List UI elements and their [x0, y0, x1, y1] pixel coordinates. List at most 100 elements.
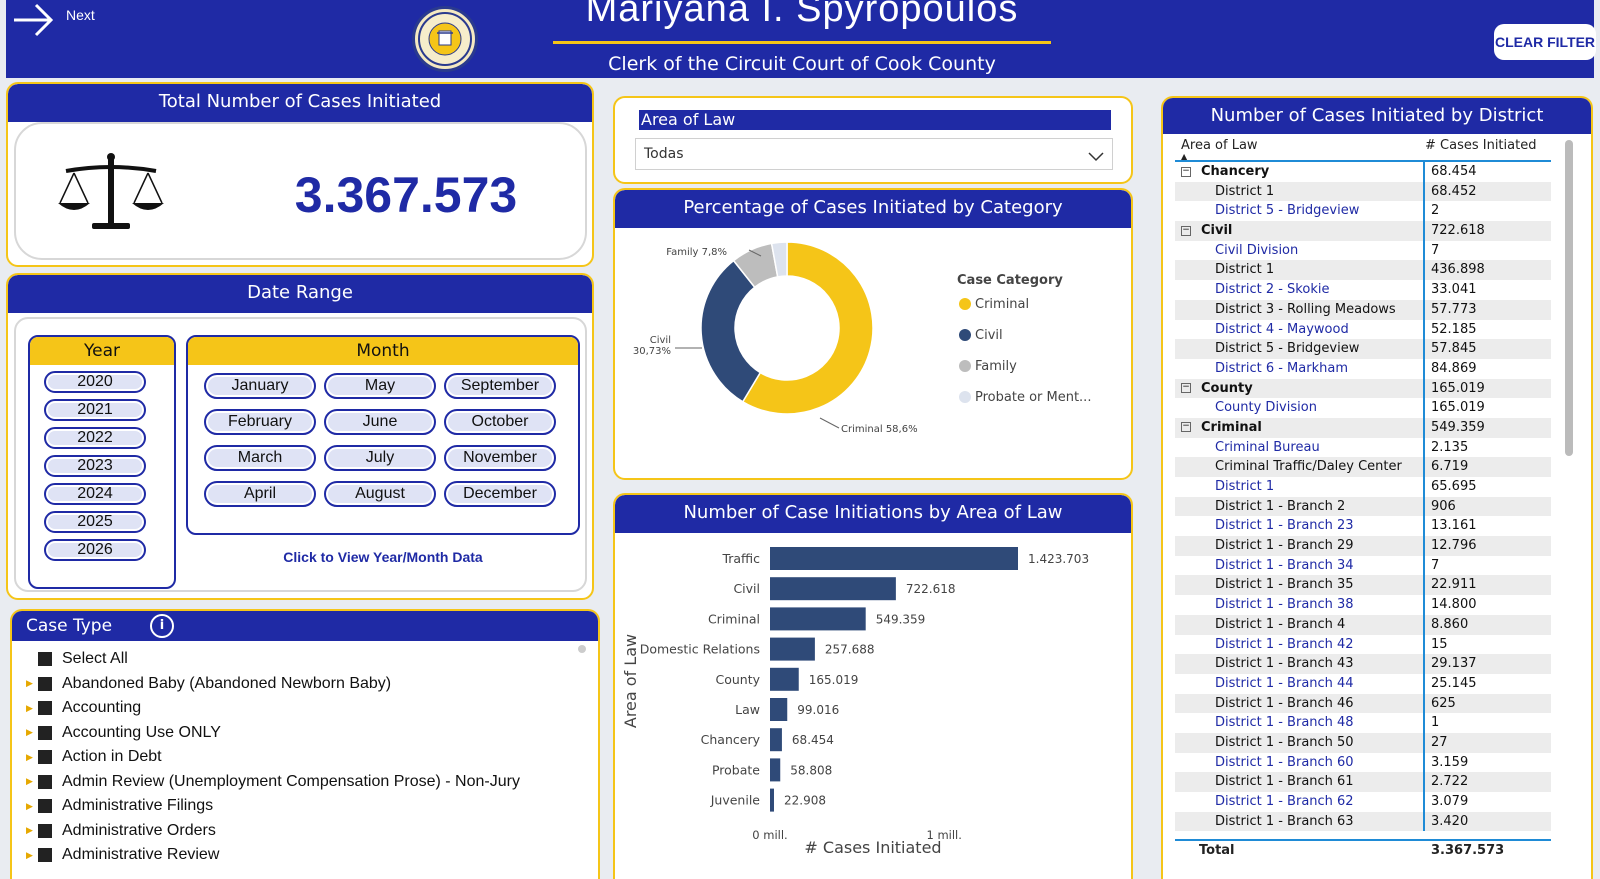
- case-type-item[interactable]: ▶ Accounting: [26, 696, 586, 721]
- table-row[interactable]: District 4 - Maywood 52.185: [1175, 319, 1551, 340]
- checkbox[interactable]: [38, 774, 52, 789]
- month-option[interactable]: April: [204, 481, 316, 507]
- row-label: District 1: [1175, 477, 1425, 497]
- column-header-area[interactable]: Area of Law: [1181, 138, 1258, 153]
- scrollbar-thumb[interactable]: [578, 645, 586, 653]
- table-row[interactable]: District 1 436.898: [1175, 260, 1551, 281]
- row-label: District 5 - Bridgeview: [1175, 201, 1425, 222]
- expand-caret-icon[interactable]: ▶: [26, 800, 33, 811]
- month-option[interactable]: September: [444, 373, 556, 399]
- case-type-item[interactable]: ▶ Accounting Use ONLY: [26, 721, 586, 746]
- table-row[interactable]: District 1 - Branch 4 8.860: [1175, 614, 1551, 635]
- month-option[interactable]: December: [444, 481, 556, 507]
- table-row[interactable]: District 1 - Branch 60 3.159: [1175, 752, 1551, 773]
- year-option[interactable]: 2022: [44, 427, 146, 449]
- table-group-row[interactable]: − Criminal 549.359: [1175, 417, 1551, 438]
- checkbox[interactable]: [38, 799, 52, 814]
- table-row[interactable]: District 5 - Bridgeview 2: [1175, 201, 1551, 222]
- table-row[interactable]: District 1 - Branch 38 14.800: [1175, 595, 1551, 615]
- row-label: District 6 - Markham: [1175, 358, 1425, 379]
- table-row[interactable]: District 3 - Rolling Meadows 57.773: [1175, 299, 1551, 320]
- table-row[interactable]: Civil Division 7: [1175, 240, 1551, 261]
- year-option[interactable]: 2024: [44, 483, 146, 505]
- table-row[interactable]: District 1 - Branch 63 3.420: [1175, 811, 1551, 832]
- area-of-law-dropdown[interactable]: Todas: [635, 138, 1113, 170]
- checkbox[interactable]: [38, 701, 52, 716]
- table-row[interactable]: District 1 - Branch 34 7: [1175, 555, 1551, 576]
- month-option[interactable]: March: [204, 445, 316, 471]
- case-type-item[interactable]: ▶ Administrative Review: [26, 843, 586, 868]
- table-row[interactable]: District 1 - Branch 46 625: [1175, 693, 1551, 714]
- table-row[interactable]: District 1 - Branch 48 1: [1175, 713, 1551, 733]
- table-row[interactable]: District 1 - Branch 61 2.722: [1175, 772, 1551, 792]
- expand-caret-icon[interactable]: ▶: [26, 678, 33, 689]
- clear-filter-button[interactable]: CLEAR FILTER: [1494, 24, 1596, 60]
- collapse-icon[interactable]: −: [1181, 382, 1191, 394]
- year-option[interactable]: 2025: [44, 511, 146, 533]
- column-header-cases[interactable]: # Cases Initiated: [1425, 138, 1537, 153]
- table-row[interactable]: District 6 - Markham 84.869: [1175, 358, 1551, 379]
- case-type-item[interactable]: ▶ Administrative Orders: [26, 819, 586, 844]
- expand-caret-icon[interactable]: ▶: [26, 751, 33, 762]
- table-row[interactable]: District 1 - Branch 44 25.145: [1175, 673, 1551, 694]
- row-label-text: District 1 - Branch 2: [1215, 498, 1346, 514]
- month-option[interactable]: February: [204, 409, 316, 435]
- year-option[interactable]: 2023: [44, 455, 146, 477]
- table-group-row[interactable]: − County 165.019: [1175, 378, 1551, 399]
- checkbox[interactable]: [38, 848, 52, 863]
- row-label: Criminal Traffic/Daley Center: [1175, 457, 1425, 477]
- month-option[interactable]: May: [324, 373, 436, 399]
- case-type-label: Admin Review (Unemployment Compensation …: [62, 772, 520, 790]
- checkbox[interactable]: [38, 652, 52, 667]
- month-option[interactable]: June: [324, 409, 436, 435]
- checkbox[interactable]: [38, 725, 52, 740]
- month-option[interactable]: January: [204, 373, 316, 399]
- info-icon[interactable]: i: [150, 614, 174, 638]
- case-type-item[interactable]: ▶ Administrative Filings: [26, 794, 586, 819]
- table-row[interactable]: District 1 - Branch 35 22.911: [1175, 575, 1551, 596]
- table-group-row[interactable]: − Civil 722.618: [1175, 221, 1551, 241]
- view-year-month-link[interactable]: Click to View Year/Month Data: [283, 549, 483, 565]
- table-row[interactable]: District 1 - Branch 23 13.161: [1175, 516, 1551, 537]
- table-row[interactable]: District 1 65.695: [1175, 477, 1551, 497]
- case-type-item[interactable]: ▶ Action in Debt: [26, 745, 586, 770]
- table-row[interactable]: Criminal Traffic/Daley Center 6.719: [1175, 457, 1551, 477]
- next-button[interactable]: Next: [12, 0, 132, 40]
- checkbox[interactable]: [38, 823, 52, 838]
- expand-caret-icon[interactable]: ▶: [26, 776, 33, 787]
- table-group-row[interactable]: − Chancery 68.454: [1175, 162, 1551, 182]
- expand-caret-icon[interactable]: ▶: [26, 825, 33, 836]
- table-scrollbar[interactable]: [1565, 140, 1573, 456]
- collapse-icon[interactable]: −: [1181, 421, 1191, 433]
- year-option[interactable]: 2020: [44, 371, 146, 393]
- total-cases-card: Total Number of Cases Initiated 3.367.57…: [6, 82, 594, 267]
- table-row[interactable]: District 1 - Branch 29 12.796: [1175, 536, 1551, 556]
- expand-caret-icon[interactable]: ▶: [26, 849, 33, 860]
- table-row[interactable]: District 1 - Branch 43 29.137: [1175, 654, 1551, 674]
- case-type-item[interactable]: ▶ Abandoned Baby (Abandoned Newborn Baby): [26, 672, 586, 697]
- table-row[interactable]: District 2 - Skokie 33.041: [1175, 280, 1551, 300]
- table-row[interactable]: District 1 - Branch 42 15: [1175, 634, 1551, 655]
- collapse-icon[interactable]: −: [1181, 165, 1191, 177]
- table-row[interactable]: District 1 68.452: [1175, 181, 1551, 202]
- table-row[interactable]: Criminal Bureau 2.135: [1175, 437, 1551, 458]
- collapse-icon[interactable]: −: [1181, 224, 1191, 236]
- year-option[interactable]: 2026: [44, 539, 146, 561]
- month-option[interactable]: October: [444, 409, 556, 435]
- month-option[interactable]: August: [324, 481, 436, 507]
- month-option[interactable]: November: [444, 445, 556, 471]
- checkbox[interactable]: [38, 676, 52, 691]
- case-type-item[interactable]: ▶ Admin Review (Unemployment Compensation…: [26, 770, 586, 795]
- year-option[interactable]: 2021: [44, 399, 146, 421]
- table-row[interactable]: County Division 165.019: [1175, 398, 1551, 418]
- expand-caret-icon[interactable]: ▶: [26, 727, 33, 738]
- row-label: District 1 - Branch 34: [1175, 555, 1425, 576]
- table-row[interactable]: District 1 - Branch 62 3.079: [1175, 792, 1551, 812]
- table-row[interactable]: District 1 - Branch 2 906: [1175, 496, 1551, 517]
- expand-caret-icon[interactable]: ▶: [26, 702, 33, 713]
- table-row[interactable]: District 1 - Branch 50 27: [1175, 732, 1551, 753]
- month-option[interactable]: July: [324, 445, 436, 471]
- checkbox[interactable]: [38, 750, 52, 765]
- table-row[interactable]: District 5 - Bridgeview 57.845: [1175, 339, 1551, 359]
- case-type-item[interactable]: Select All: [26, 647, 586, 672]
